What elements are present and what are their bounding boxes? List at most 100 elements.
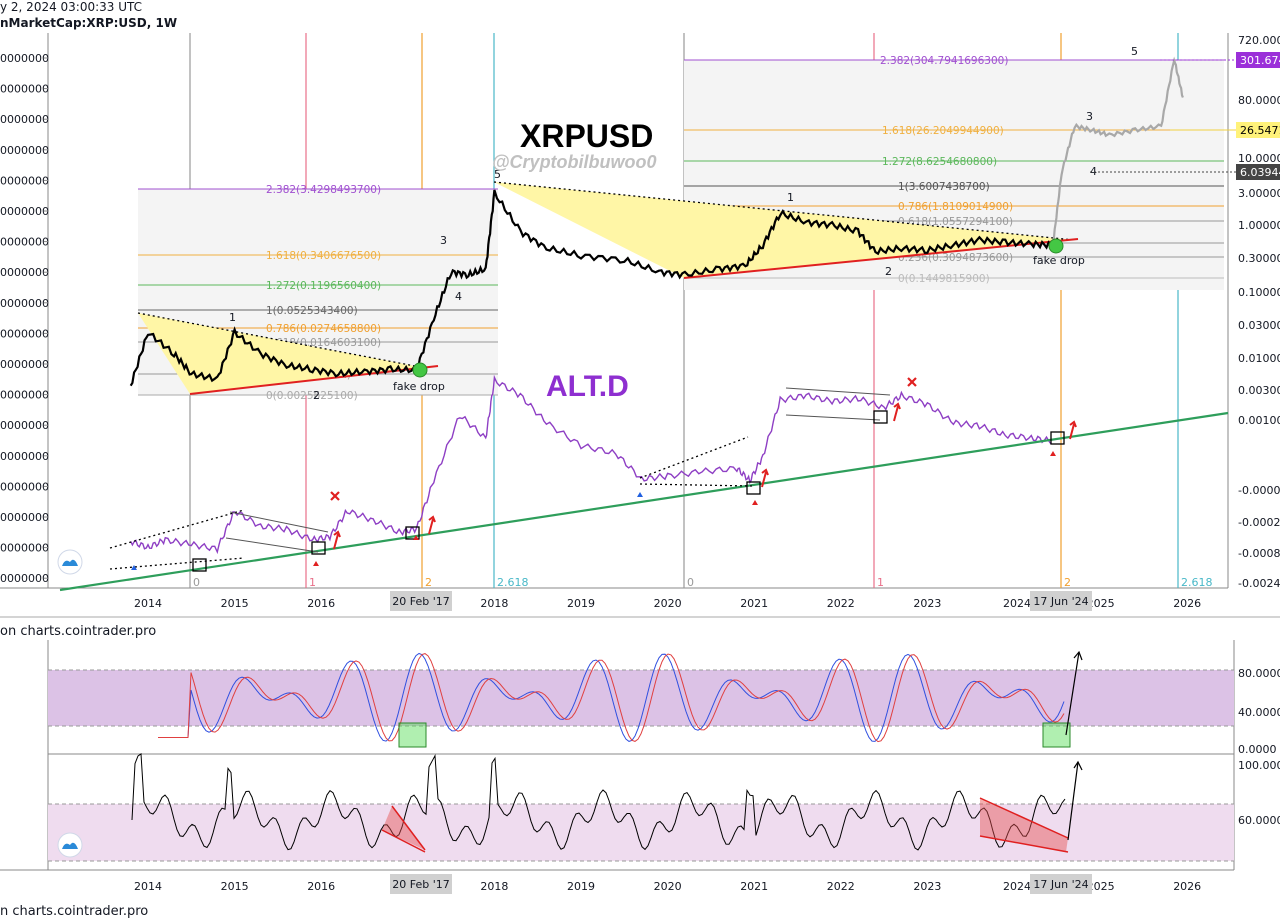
fake-drop-label: fake drop xyxy=(393,380,445,393)
altd-tick-label: -0.00020 xyxy=(1238,516,1280,529)
rsi-tick-label: 100.000 xyxy=(1238,759,1280,772)
wave-label: 2 xyxy=(313,389,320,402)
wave-label: 2 xyxy=(885,265,892,278)
price-tag: 6.03944 xyxy=(1240,166,1280,179)
left-tick-label: 0000000 xyxy=(0,297,49,310)
left-tick-label: 0000000 xyxy=(0,419,49,432)
fake-drop-dot xyxy=(1049,239,1063,253)
x-tick-label-lower: 2018 xyxy=(480,880,508,893)
wave-label: 3 xyxy=(440,234,447,247)
fib-label-2: 1(3.6007438700) xyxy=(898,181,990,193)
left-tick-label: 0000000 xyxy=(0,144,49,157)
x-tick-label: 2023 xyxy=(913,597,941,610)
fib-time-label: 2.618 xyxy=(1181,576,1213,589)
rsi-tick-label: 60.0000 xyxy=(1238,814,1280,827)
right-tick-label: 0.03000 xyxy=(1238,319,1280,332)
fib-time-label: 2.618 xyxy=(497,576,529,589)
up-arrow-icon xyxy=(429,517,435,534)
x-tick-label-lower: 2021 xyxy=(740,880,768,893)
fake-drop-label: fake drop xyxy=(1033,254,1085,267)
left-tick-label: 0000000 xyxy=(0,358,49,371)
signal-box xyxy=(874,411,887,423)
left-tick-label: 0000000 xyxy=(0,327,49,340)
x-tick-label: 2022 xyxy=(827,597,855,610)
up-arrow-icon xyxy=(334,532,340,549)
altd-tick-label: -0.00240 xyxy=(1238,577,1280,590)
altd-wedge-top xyxy=(230,512,328,532)
wave-label: 5 xyxy=(1131,45,1138,58)
fib-time-label: 2 xyxy=(1064,576,1071,589)
up-arrow-icon xyxy=(894,404,900,421)
x-tick-label-lower: 2014 xyxy=(134,880,162,893)
stoch-tick-label: 80.0000 xyxy=(1238,667,1280,680)
right-tick-label: 1.00000 xyxy=(1238,219,1280,232)
x-tick-label: 2026 xyxy=(1173,597,1201,610)
left-tick-label: 0000000 xyxy=(0,266,49,279)
left-tick-label: 0000000 xyxy=(0,236,49,249)
left-tick-label: 0000000 xyxy=(0,389,49,402)
cross-icon xyxy=(908,378,916,386)
left-tick-label: 0000000 xyxy=(0,542,49,555)
red-triangle-icon xyxy=(313,561,319,566)
stoch-highlight xyxy=(399,723,426,747)
date-tag: 20 Feb '17 xyxy=(392,878,450,891)
altd-tick-label: -0.00000 xyxy=(1238,484,1280,497)
x-tick-label-lower: 2024 xyxy=(1003,880,1031,893)
fib-time-label: 0 xyxy=(687,576,694,589)
altd-tick-label: -0.00080 xyxy=(1238,547,1280,560)
fib-label-2: 2.382(304.7941696300) xyxy=(880,55,1008,67)
altd-support-line xyxy=(60,413,1228,590)
fib-label-1: 1.272(0.1196560400) xyxy=(266,280,381,292)
fib-label-1: 0.786(0.0274658800) xyxy=(266,323,381,335)
altd-title: ALT.D xyxy=(546,370,629,404)
right-tick-label: 80.00000 xyxy=(1238,94,1280,107)
left-tick-label: 0000000 xyxy=(0,511,49,524)
chart-symbol: nMarketCap:XRP:USD, 1W xyxy=(0,16,177,30)
right-tick-label: 10.00000 xyxy=(1238,152,1280,165)
right-tick-label: 720.00000 xyxy=(1238,34,1280,47)
xrpusd-title: XRPUSD xyxy=(520,118,653,155)
credit-top: on charts.cointrader.pro xyxy=(0,624,156,639)
x-tick-label-lower: 2016 xyxy=(307,880,335,893)
altd-dotted-2 xyxy=(110,558,244,569)
right-tick-label: 0.01000 xyxy=(1238,352,1280,365)
right-tick-label: 0.00300 xyxy=(1238,384,1280,397)
x-tick-label: 2024 xyxy=(1003,597,1031,610)
altd-dotted-4 xyxy=(640,484,752,486)
left-tick-label: 0000000 xyxy=(0,52,49,65)
fib-label-1: 0(0.0025625100) xyxy=(266,390,358,402)
x-tick-label: 2016 xyxy=(307,597,335,610)
fib-label-2: 0.786(1.8109014900) xyxy=(898,201,1013,213)
stoch-tick-label: 40.0000 xyxy=(1238,706,1280,719)
altd-dotted-1 xyxy=(110,510,244,548)
fib-label-2: 0(0.1449815900) xyxy=(898,273,990,285)
x-tick-label: 2015 xyxy=(221,597,249,610)
right-tick-label: 0.30000 xyxy=(1238,252,1280,265)
x-tick-label-lower: 2015 xyxy=(221,880,249,893)
fib-time-label: 0 xyxy=(193,576,200,589)
watermark: @Cryptobilbuwoo0 xyxy=(492,152,657,173)
altd-dotted-3 xyxy=(640,437,748,478)
x-tick-label: 2014 xyxy=(134,597,162,610)
x-tick-label: 2020 xyxy=(654,597,682,610)
fib-label-1: 1.618(0.3406676500) xyxy=(266,250,381,262)
fib-time-label: 1 xyxy=(877,576,884,589)
right-tick-label: 0.00100 xyxy=(1238,414,1280,427)
date-tag: 17 Jun '24 xyxy=(1033,878,1088,891)
red-triangle-icon xyxy=(1050,451,1056,456)
credit-bottom: n charts.cointrader.pro xyxy=(0,904,148,919)
wave-label: 1 xyxy=(229,311,236,324)
wave-label: 1 xyxy=(787,191,794,204)
left-tick-label: 0000000 xyxy=(0,113,49,126)
x-tick-label: 2021 xyxy=(740,597,768,610)
x-tick-label-lower: 2022 xyxy=(827,880,855,893)
up-arrow-icon xyxy=(762,470,768,487)
chart-timestamp: y 2, 2024 03:00:33 UTC xyxy=(0,0,142,14)
x-tick-label-lower: 2023 xyxy=(913,880,941,893)
fib-time-label: 1 xyxy=(309,576,316,589)
fib-label-2: 1.272(8.6254680800) xyxy=(882,156,997,168)
left-tick-label: 0000000 xyxy=(0,480,49,493)
x-tick-label-lower: 2026 xyxy=(1173,880,1201,893)
stoch-highlight xyxy=(1043,723,1070,747)
